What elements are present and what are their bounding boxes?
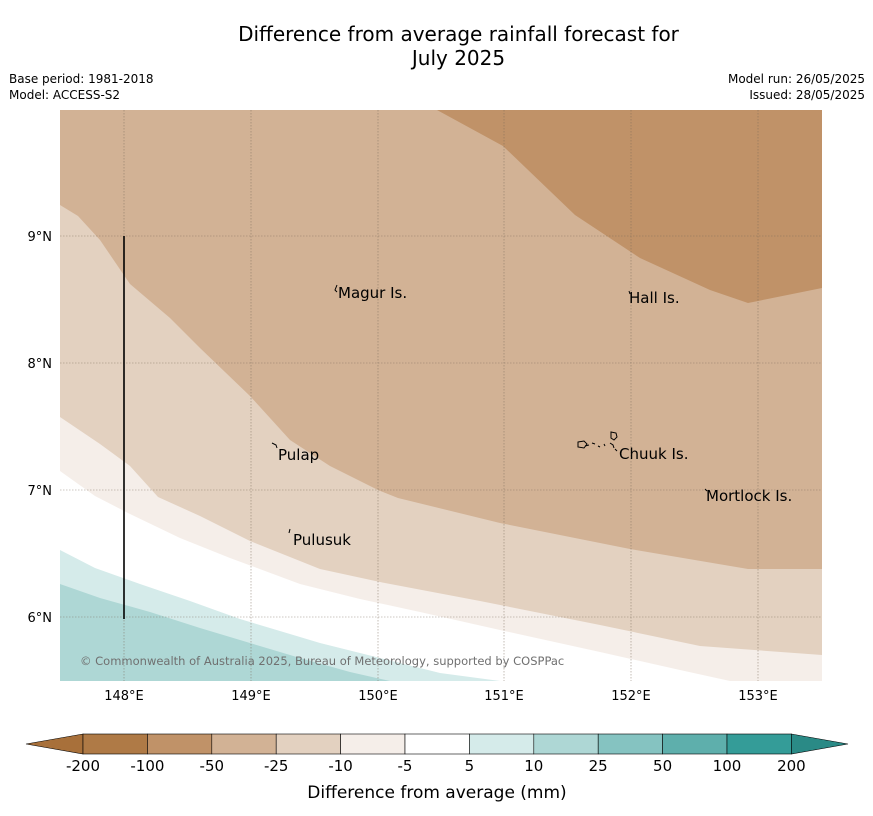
colorbar-swatch-5	[340, 733, 406, 755]
model-run-text: Model run: 26/05/2025	[727, 72, 865, 86]
colorbar-swatch-9	[597, 733, 663, 755]
mortlock-island-shape	[704, 488, 708, 492]
pulusuk-island-shape	[288, 528, 291, 534]
x-axis-ticks: 148°E 149°E 150°E 151°E 152°E 153°E	[104, 689, 778, 704]
magur-island-shape	[334, 284, 338, 293]
place-label-pulusuk: Pulusuk	[293, 531, 351, 549]
map-area: © Commonwealth of Australia 2025, Bureau…	[60, 110, 822, 681]
band-plus10-plus25	[60, 584, 390, 681]
y-axis-ticks: 9°N 8°N 7°N 6°N	[28, 230, 53, 626]
meta-right: Model run: 26/05/2025 Issued: 28/05/2025	[728, 71, 865, 103]
x-tick-148e: 148°E	[104, 689, 144, 704]
colorbar-swatch-4	[275, 733, 341, 755]
title-line-2: July 2025	[411, 46, 506, 70]
colorbar-swatch-3	[211, 733, 277, 755]
colorbar-swatch-10	[662, 733, 728, 755]
colorbar-tick: -25	[264, 757, 289, 775]
colorbar-tick: -10	[328, 757, 353, 775]
colorbar-tick: 10	[524, 757, 543, 775]
x-tick-151e: 151°E	[484, 689, 524, 704]
y-tick-9n: 9°N	[28, 230, 53, 245]
colorbar-tick: 5	[465, 757, 475, 775]
x-tick-153e: 153°E	[738, 689, 778, 704]
x-tick-150e: 150°E	[358, 689, 398, 704]
colorbar-ticks: -200 -100 -50 -25 -10 -5 5 10 25 50 100 200	[66, 757, 806, 775]
place-label-magur: Magur Is.	[338, 284, 407, 302]
model-text: Model: ACCESS-S2	[9, 88, 121, 102]
colorbar-swatch-2	[147, 733, 213, 755]
colorbar-swatch-1	[82, 733, 148, 755]
place-labels: Magur Is. Hall Is. Pulap Chuuk Is. Mortl…	[278, 284, 792, 549]
chuuk-island-shapes	[577, 431, 618, 452]
colorbar-swatch-8	[533, 733, 599, 755]
y-tick-8n: 8°N	[28, 357, 53, 372]
place-label-pulap: Pulap	[278, 446, 319, 464]
colorbar-tick: -200	[66, 757, 100, 775]
colorbar-tick: -100	[130, 757, 164, 775]
colorbar-tick: -50	[200, 757, 225, 775]
colorbar-tick: -5	[398, 757, 413, 775]
colorbar-swatch-11	[726, 733, 792, 755]
y-tick-6n: 6°N	[28, 611, 53, 626]
colorbar: -200 -100 -50 -25 -10 -5 5 10 25 50 100 200 Differe…	[25, 733, 849, 803]
issued-text: Issued: 28/05/2025	[749, 88, 865, 102]
colorbar-swatch-6	[404, 733, 470, 755]
hall-island-shape	[628, 290, 631, 295]
colorbar-swatch-7	[469, 733, 535, 755]
base-period-text: Base period: 1981-2018	[9, 72, 154, 86]
colorbar-tick: 25	[589, 757, 608, 775]
place-label-hall: Hall Is.	[629, 289, 680, 307]
map-title: Difference from average rainfall forecas…	[0, 22, 873, 70]
colorbar-tick: 100	[713, 757, 742, 775]
colorbar-arrow-left	[25, 733, 84, 755]
colorbar-label: Difference from average (mm)	[307, 783, 566, 803]
copyright-text: © Commonwealth of Australia 2025, Bureau…	[80, 654, 564, 668]
place-label-chuuk: Chuuk Is.	[619, 445, 688, 463]
island-outlines	[271, 284, 708, 534]
title-line-1: Difference from average rainfall forecas…	[238, 22, 679, 46]
colorbar-arrow-right	[791, 733, 849, 755]
y-tick-7n: 7°N	[28, 484, 53, 499]
colorbar-tick: 200	[777, 757, 806, 775]
colorbar-swatches	[25, 733, 849, 755]
x-tick-152e: 152°E	[611, 689, 651, 704]
x-tick-149e: 149°E	[231, 689, 271, 704]
pulap-island-shape	[271, 442, 278, 449]
place-label-mortlock: Mortlock Is.	[706, 487, 792, 505]
colorbar-tick: 50	[653, 757, 672, 775]
meta-left: Base period: 1981-2018 Model: ACCESS-S2	[9, 71, 154, 103]
